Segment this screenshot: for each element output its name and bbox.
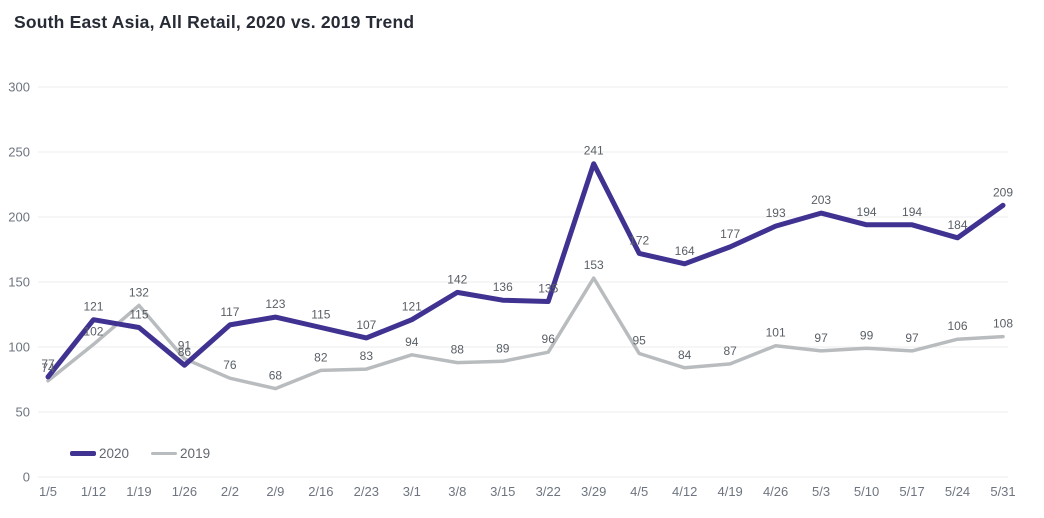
data-label-2020: 121 [402, 300, 422, 314]
data-label-2019: 87 [723, 344, 737, 358]
data-label-2019: 96 [542, 332, 556, 346]
legend-item-2020: 2020 [70, 446, 129, 461]
data-label-2020: 115 [129, 308, 148, 322]
data-label-2019: 74 [41, 361, 55, 375]
y-axis-tick-label: 0 [23, 470, 30, 485]
x-axis-tick-label: 3/15 [490, 484, 515, 499]
data-label-2020: 209 [993, 185, 1013, 199]
data-label-2019: 106 [948, 319, 968, 333]
data-label-2019: 68 [269, 369, 283, 383]
x-axis-tick-label: 3/22 [536, 484, 561, 499]
x-axis-tick-label: 5/24 [945, 484, 970, 499]
data-label-2019: 132 [129, 285, 149, 299]
x-axis-tick-label: 2/2 [221, 484, 239, 499]
data-label-2019: 91 [178, 339, 192, 353]
data-label-2019: 88 [451, 343, 465, 357]
data-label-2019: 76 [223, 358, 237, 372]
data-label-2019: 84 [678, 348, 692, 362]
data-label-2020: 194 [857, 205, 877, 219]
data-label-2020: 107 [356, 318, 376, 332]
data-label-2019: 153 [584, 258, 604, 272]
x-axis-tick-label: 5/17 [899, 484, 924, 499]
data-label-2020: 142 [447, 272, 467, 286]
legend-swatch-2019 [151, 452, 178, 455]
x-axis-tick-label: 4/5 [630, 484, 648, 499]
chart-title: South East Asia, All Retail, 2020 vs. 20… [14, 12, 415, 32]
x-axis-tick-label: 1/19 [126, 484, 151, 499]
data-label-2019: 89 [496, 341, 510, 355]
data-label-2020: 77 [41, 357, 55, 371]
data-label-2020: 135 [538, 282, 558, 296]
x-axis-tick-label: 5/3 [812, 484, 830, 499]
y-axis-tick-label: 250 [8, 145, 30, 160]
data-label-2020: 241 [584, 144, 604, 158]
data-label-2020: 194 [902, 205, 922, 219]
legend-label-2019: 2019 [180, 446, 211, 461]
x-axis-tick-label: 3/29 [581, 484, 606, 499]
x-axis-tick-label: 1/5 [39, 484, 57, 499]
y-axis-tick-label: 50 [16, 405, 30, 420]
data-label-2020: 184 [948, 218, 968, 232]
x-axis-tick-label: 3/1 [403, 484, 421, 499]
x-axis-tick-label: 4/26 [763, 484, 788, 499]
data-label-2019: 108 [993, 317, 1013, 331]
x-axis-tick-label: 5/10 [854, 484, 879, 499]
x-axis-tick-label: 4/19 [717, 484, 742, 499]
y-axis-tick-label: 150 [8, 275, 30, 290]
data-label-2020: 86 [178, 345, 192, 359]
legend-swatch-2020 [70, 451, 96, 456]
data-label-2019: 102 [83, 324, 103, 338]
data-label-2020: 117 [220, 305, 239, 319]
data-label-2019: 82 [314, 350, 328, 364]
data-label-2020: 177 [720, 227, 740, 241]
series-2020-line [45, 161, 1006, 380]
series-2019-line [46, 276, 1005, 391]
x-axis-tick-label: 2/16 [308, 484, 333, 499]
x-axis-tick-label: 1/12 [81, 484, 106, 499]
data-label-2020: 136 [493, 280, 513, 294]
data-label-2019: 97 [814, 331, 828, 345]
data-label-2020: 203 [811, 193, 831, 207]
data-label-2019: 95 [633, 334, 647, 348]
x-axis-tick-label: 2/9 [266, 484, 284, 499]
x-axis-tick-label: 1/26 [172, 484, 197, 499]
data-label-2019: 97 [905, 331, 919, 345]
data-label-2020: 115 [311, 308, 330, 322]
legend-label-2020: 2020 [99, 446, 130, 461]
data-label-2020: 164 [675, 244, 695, 258]
data-label-2019: 101 [766, 326, 786, 340]
x-axis-tick-label: 4/12 [672, 484, 697, 499]
data-label-2020: 172 [629, 233, 649, 247]
y-axis-tick-label: 300 [8, 80, 30, 95]
x-axis-tick-label: 3/8 [448, 484, 466, 499]
y-axis-tick-label: 200 [8, 210, 30, 225]
legend-item-2019: 2019 [151, 446, 210, 461]
data-label-2020: 123 [265, 297, 285, 311]
x-axis-tick-label: 2/23 [354, 484, 379, 499]
chart-legend: 2020 2019 [70, 446, 232, 461]
data-label-2019: 99 [860, 328, 874, 342]
data-label-2020: 121 [83, 300, 103, 314]
x-axis-tick-label: 5/31 [990, 484, 1015, 499]
data-label-2019: 83 [360, 349, 374, 363]
y-axis-tick-label: 100 [8, 340, 30, 355]
data-label-2020: 193 [766, 206, 786, 220]
data-label-2019: 94 [405, 335, 419, 349]
